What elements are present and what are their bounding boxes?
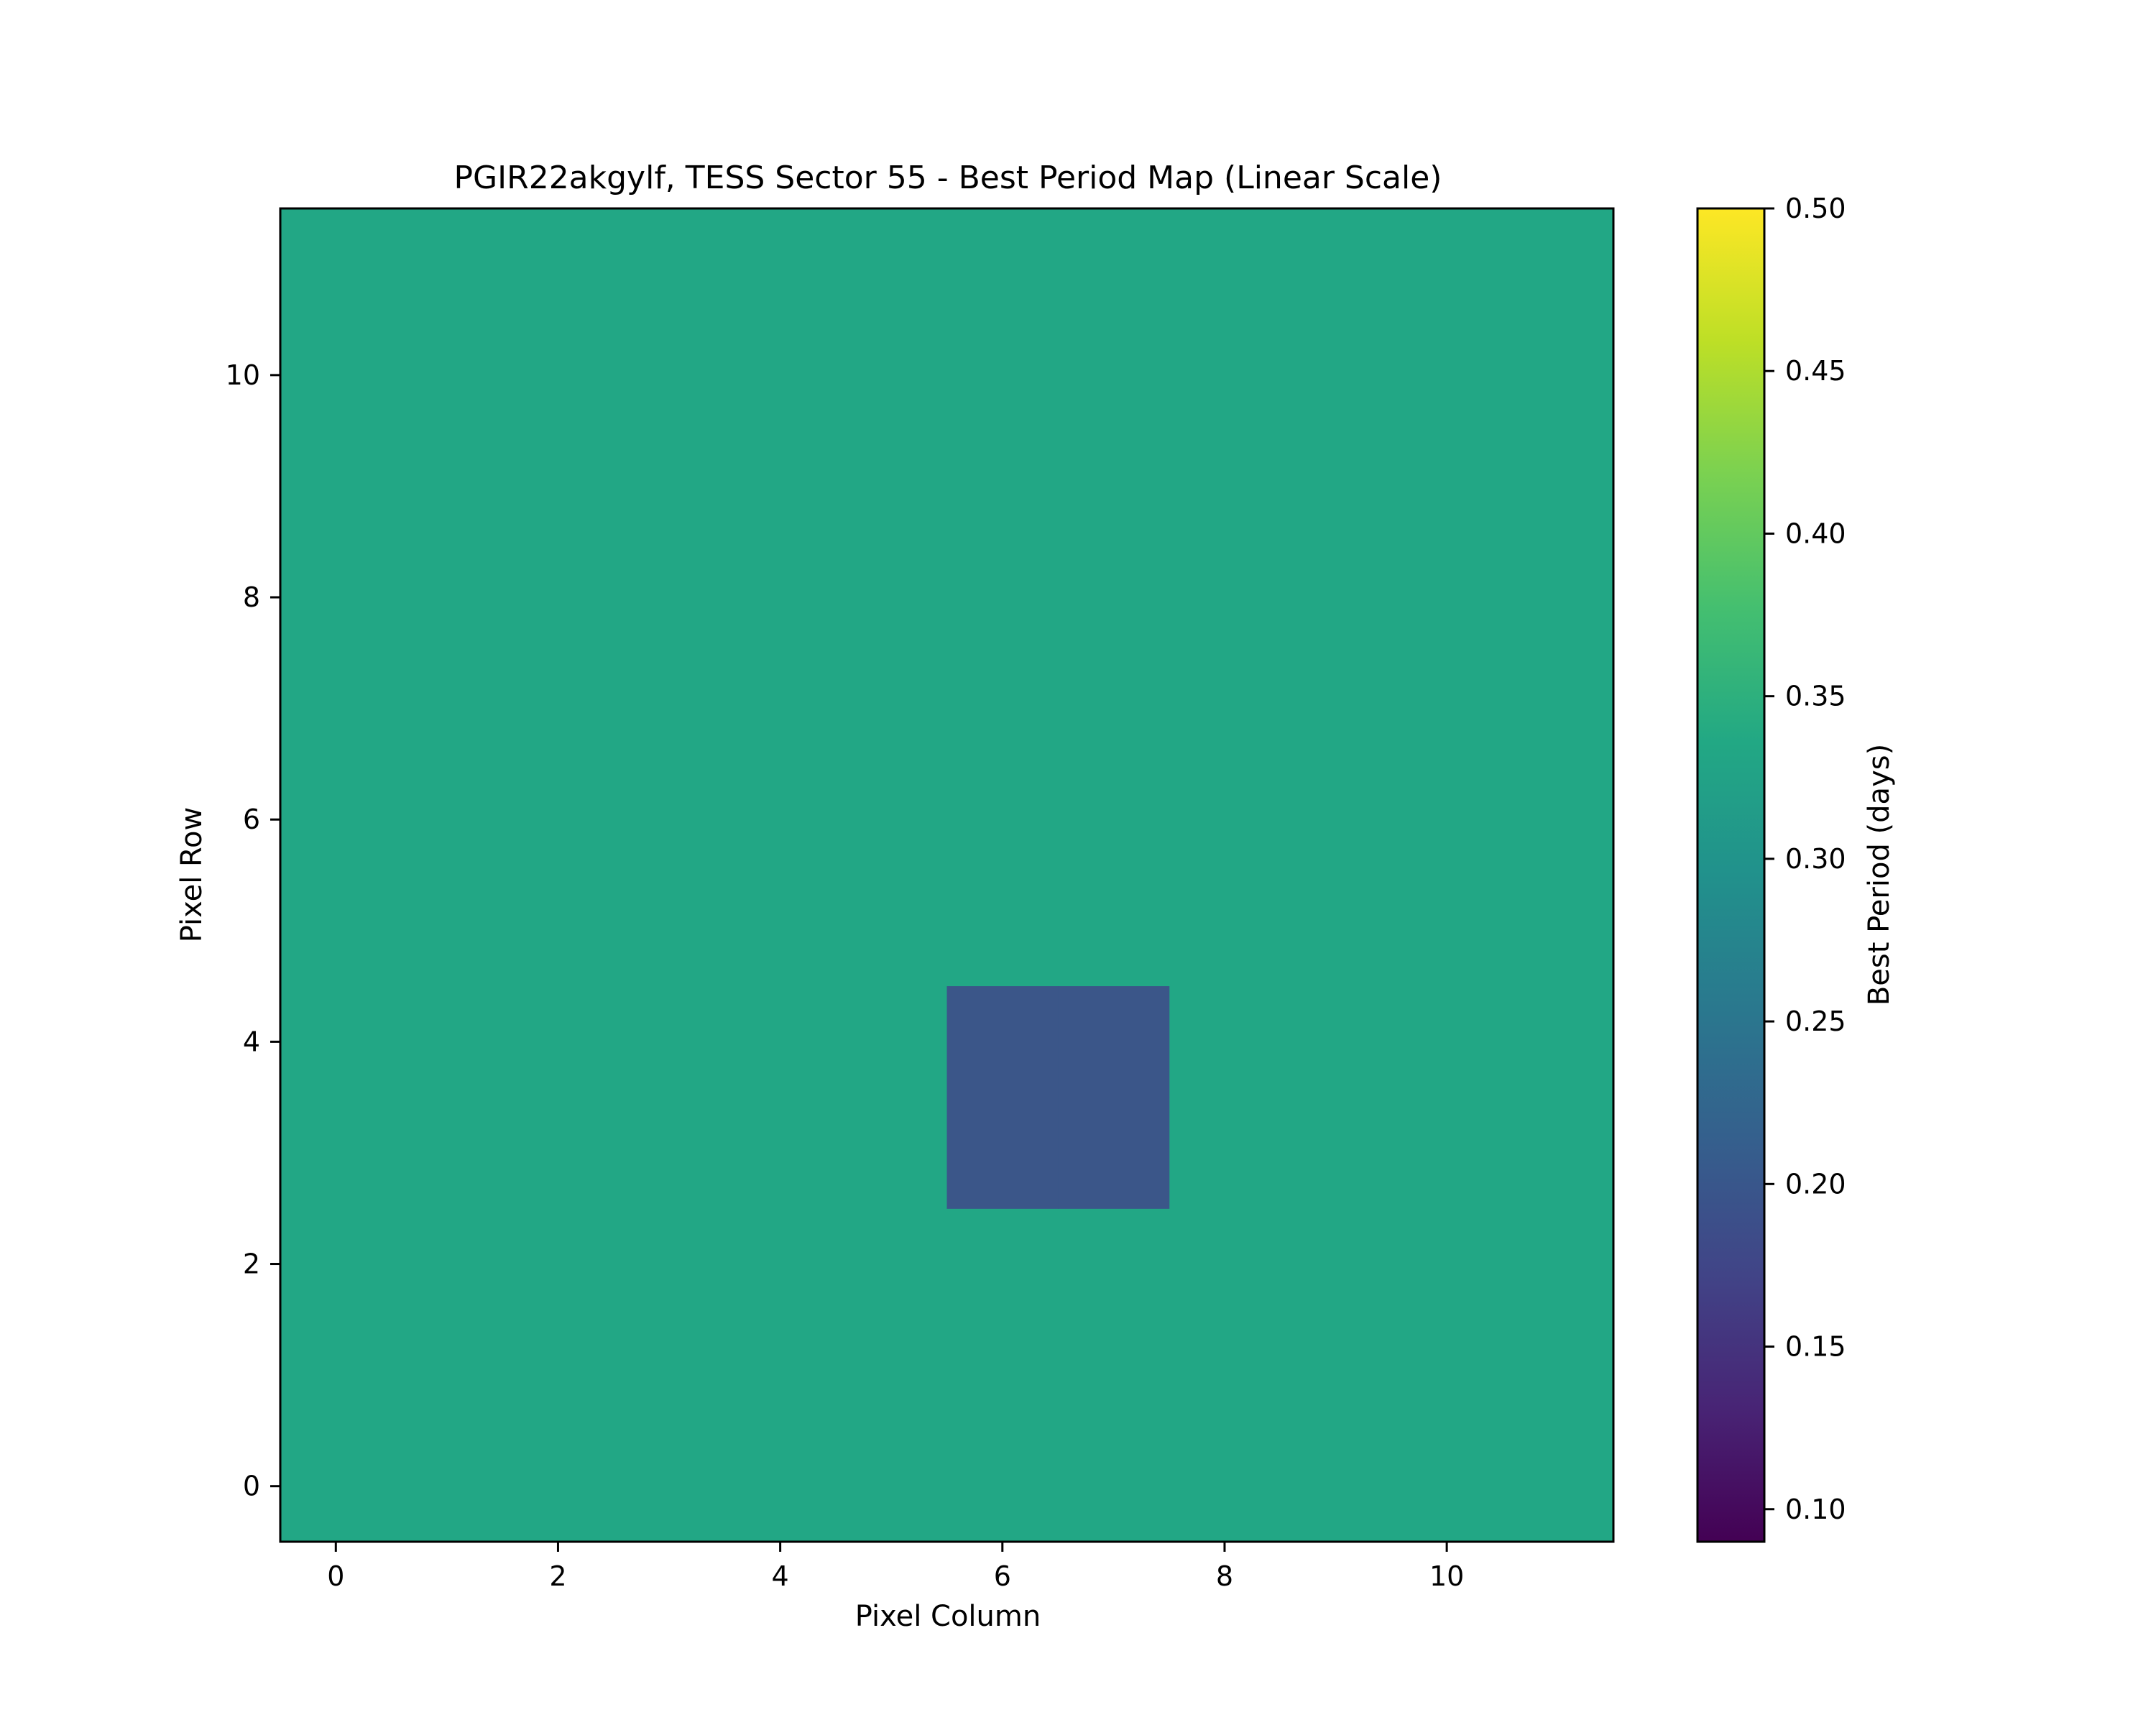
- x-tick-label: 8: [1216, 1560, 1233, 1592]
- colorbar-label: Best Period (days): [1863, 744, 1896, 1006]
- heatmap-cell-1: [946, 986, 1059, 1098]
- heatmap-cell-0: [946, 1097, 1059, 1209]
- chart-title: PGIR22akgylf, TESS Sector 55 - Best Peri…: [454, 160, 1442, 196]
- heatmap-cell-2: [1058, 1097, 1170, 1209]
- colorbar: 0.10 0.15 0.20 0.25 0.30 0.35 0.40 0.45 0.50: [1696, 193, 1846, 1543]
- colorbar-tick-label: 0.30: [1785, 843, 1846, 875]
- colorbar-gradient: [1696, 207, 1766, 1543]
- y-axis-label: Pixel Row: [175, 807, 208, 942]
- colorbar-tick-label: 0.50: [1785, 193, 1846, 224]
- colorbar-tick-label: 0.10: [1785, 1494, 1846, 1525]
- x-axis: 0 2 4 6 8 10: [327, 1542, 1464, 1592]
- x-axis-label: Pixel Column: [855, 1600, 1041, 1633]
- y-tick-label: 6: [243, 804, 260, 835]
- plot-frame: [279, 207, 1615, 1543]
- heatmap-background: [280, 208, 1613, 1542]
- y-axis: 0 2 4 6 8 10: [226, 359, 280, 1502]
- x-tick-label: 2: [549, 1560, 566, 1592]
- colorbar-tick-label: 0.40: [1785, 518, 1846, 549]
- colorbar-tick-label: 0.25: [1785, 1006, 1846, 1037]
- x-tick-label: 10: [1429, 1560, 1464, 1592]
- x-tick-label: 4: [772, 1560, 789, 1592]
- heatmap-cell-3: [1058, 986, 1170, 1098]
- heatmap-plot: [279, 207, 1615, 1543]
- x-tick-label: 6: [994, 1560, 1011, 1592]
- colorbar-tick-label: 0.45: [1785, 355, 1846, 387]
- y-tick-label: 0: [243, 1471, 260, 1502]
- y-tick-label: 10: [226, 359, 260, 391]
- y-tick-label: 2: [243, 1248, 260, 1280]
- colorbar-tick-label: 0.35: [1785, 681, 1846, 712]
- x-tick-label: 0: [327, 1560, 344, 1592]
- y-tick-label: 8: [243, 581, 260, 613]
- y-tick-label: 4: [243, 1026, 260, 1057]
- colorbar-tick-label: 0.15: [1785, 1331, 1846, 1363]
- colorbar-tick-label: 0.20: [1785, 1168, 1846, 1200]
